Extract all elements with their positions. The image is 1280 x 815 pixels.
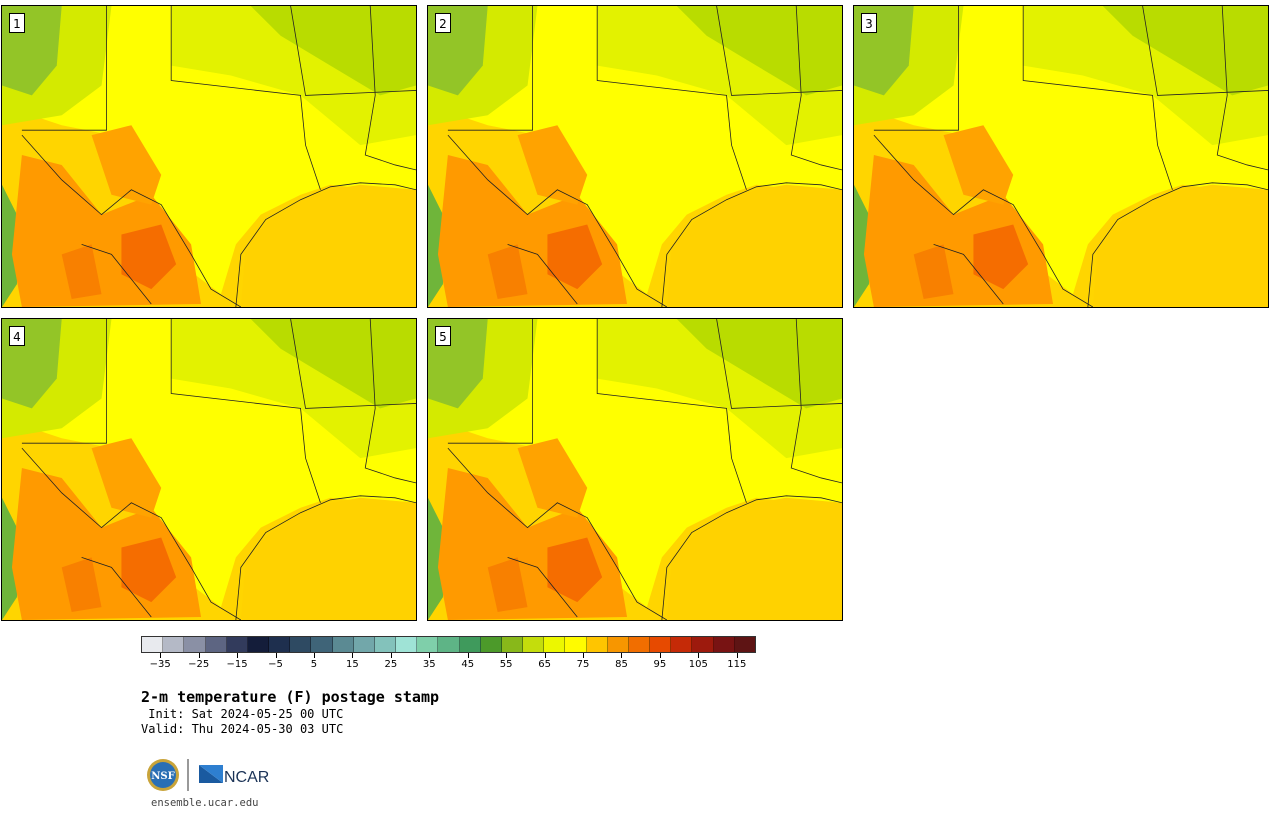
- colorbar-segment: [523, 637, 545, 652]
- colorbar-tick: [583, 653, 585, 658]
- colorbar-tick: [659, 653, 661, 658]
- colorbar-tick-label: 75: [576, 659, 590, 670]
- colorbar-segment: [501, 637, 524, 652]
- colorbar-segment: [226, 637, 248, 652]
- colorbar-tick: [506, 653, 508, 658]
- colorbar-tick: [313, 653, 315, 658]
- map-panel-3: 3: [853, 5, 1269, 308]
- colorbar-tick-label: 95: [653, 659, 667, 670]
- colorbar-tick: [390, 653, 392, 658]
- init-time: Init: Sat 2024-05-25 00 UTC: [141, 707, 344, 721]
- colorbar-tick-label: 5: [310, 659, 318, 670]
- colorbar-segment: [247, 637, 270, 652]
- map-panel-2: 2: [427, 5, 843, 308]
- colorbar-tick-label: 85: [615, 659, 628, 670]
- colorbar-segment: [205, 637, 227, 652]
- colorbar-segment: [438, 637, 460, 652]
- colorbar-tick-label: 45: [461, 659, 475, 670]
- temperature-map: [2, 6, 416, 307]
- colorbar-tick-label: −25: [188, 659, 210, 670]
- figure-title: 2-m temperature (F) postage stamp: [141, 688, 440, 706]
- colorbar-tick: [160, 653, 162, 658]
- nsf-ncar-logo: NSF NCAR: [147, 759, 269, 791]
- temperature-map: [428, 6, 842, 307]
- colorbar-tick-label: −15: [226, 659, 248, 670]
- panel-label: 4: [9, 326, 25, 346]
- svg-text:NSF: NSF: [151, 771, 174, 782]
- colorbar-segment: [565, 637, 587, 652]
- colorbar-segment: [417, 637, 439, 652]
- colorbar-tick-label: 35: [422, 659, 436, 670]
- colorbar-tick-label: 55: [499, 659, 513, 670]
- temperature-map: [428, 319, 842, 620]
- colorbar-segment: [396, 637, 418, 652]
- colorbar-segment: [692, 637, 714, 652]
- colorbar-tick: [736, 653, 738, 658]
- colorbar-segment: [650, 637, 672, 652]
- colorbar-tick-label: 15: [346, 659, 359, 670]
- site-url: ensemble.ucar.edu: [151, 797, 259, 809]
- colorbar-tick: [275, 653, 277, 658]
- panel-label: 1: [9, 13, 25, 33]
- valid-time: Valid: Thu 2024-05-30 03 UTC: [141, 722, 344, 736]
- colorbar-tick-label: 25: [384, 659, 398, 670]
- colorbar-tick: [198, 653, 200, 658]
- colorbar-segment: [311, 637, 333, 652]
- colorbar-tick: [698, 653, 700, 658]
- colorbar-segment: [374, 637, 397, 652]
- colorbar-tick: [467, 653, 469, 658]
- colorbar-segment: [734, 637, 755, 652]
- colorbar-segment: [163, 637, 185, 652]
- colorbar-tick-label: 65: [538, 659, 551, 670]
- panel-label: 2: [435, 13, 451, 33]
- colorbar-segment: [628, 637, 651, 652]
- map-panel-1: 1: [1, 5, 417, 308]
- sponsor-logos: NSF NCAR: [145, 757, 275, 793]
- colorbar-tick: [352, 653, 354, 658]
- colorbar-segment: [586, 637, 608, 652]
- colorbar-segment: [269, 637, 291, 652]
- svg-text:NCAR: NCAR: [224, 769, 269, 786]
- colorbar-segment: [332, 637, 354, 652]
- colorbar-tick: [544, 653, 546, 658]
- colorbar-tick: [429, 653, 431, 658]
- colorbar-segment: [353, 637, 375, 652]
- colorbar-ticks: −35 −25 −15 −5 5 15 25 35 45 55 65 75 85 95 105 115: [141, 653, 756, 675]
- colorbar-tick-label: −5: [268, 659, 283, 670]
- colorbar-segment: [544, 637, 566, 652]
- temperature-map: [2, 319, 416, 620]
- colorbar-tick-label: −35: [149, 659, 171, 670]
- map-panel-4: 4: [1, 318, 417, 621]
- colorbar-segment: [184, 637, 206, 652]
- colorbar-segment: [713, 637, 735, 652]
- temperature-map: [854, 6, 1268, 307]
- colorbar: [141, 636, 756, 653]
- colorbar-segment: [290, 637, 312, 652]
- panel-label: 5: [435, 326, 451, 346]
- colorbar-tick: [621, 653, 623, 658]
- colorbar-segment: [142, 637, 164, 652]
- colorbar-segment: [480, 637, 502, 652]
- colorbar-tick-label: 115: [727, 659, 747, 670]
- colorbar-segment: [459, 637, 481, 652]
- map-panel-5: 5: [427, 318, 843, 621]
- colorbar-segment: [671, 637, 693, 652]
- colorbar-tick: [237, 653, 239, 658]
- colorbar-tick-label: 105: [688, 659, 708, 670]
- panel-label: 3: [861, 13, 877, 33]
- colorbar-segment: [607, 637, 629, 652]
